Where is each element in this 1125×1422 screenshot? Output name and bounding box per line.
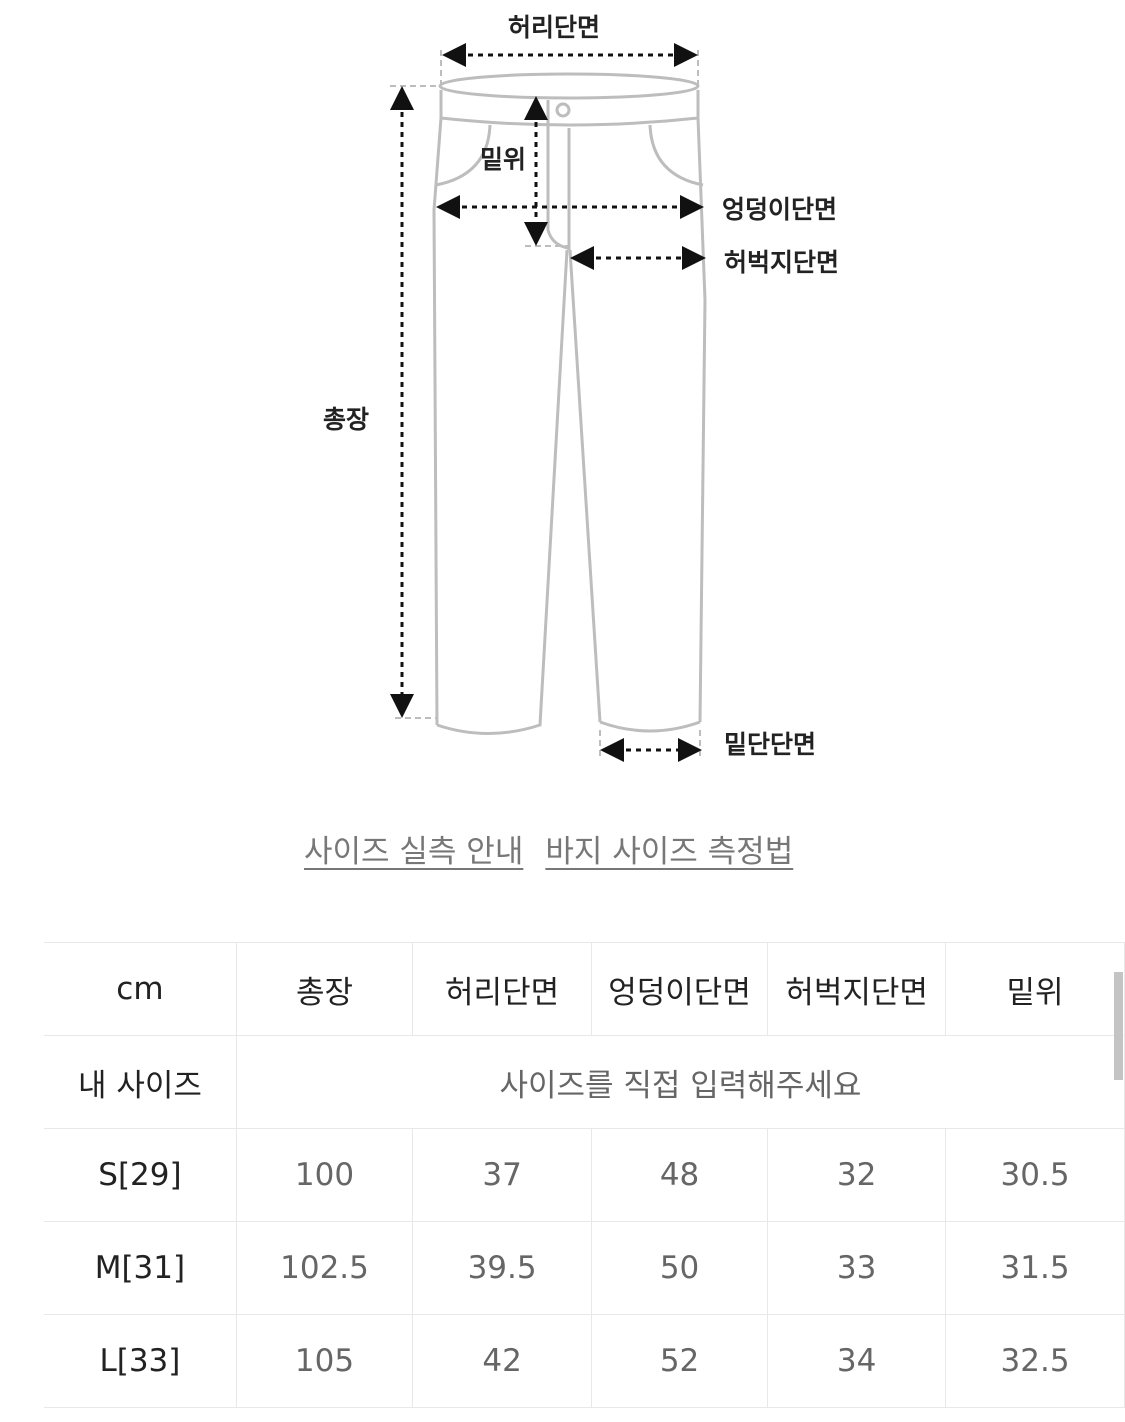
value-cell: 100 xyxy=(235,1128,414,1222)
value-cell: 32 xyxy=(767,1128,947,1222)
hem-label: 밑단단면 xyxy=(724,730,817,759)
header-cell: 허리단면 xyxy=(412,942,593,1036)
value-cell: 37 xyxy=(412,1128,593,1222)
value-cell: 39.5 xyxy=(412,1221,593,1315)
my-size-label: 내 사이즈 xyxy=(44,1035,237,1129)
measure-guide-link[interactable]: 바지 사이즈 측정법 xyxy=(545,834,794,870)
pants-outline xyxy=(432,72,707,735)
value-cell: 34 xyxy=(767,1314,947,1408)
size-cell: M[31] xyxy=(44,1221,237,1315)
header-cell: 엉덩이단면 xyxy=(591,942,769,1036)
table-row: S[29] 100 37 48 32 30.5 xyxy=(44,1128,1125,1222)
size-table: cm 총장 허리단면 엉덩이단면 허벅지단면 밑위 내 사이즈 사이즈를 직접 … xyxy=(44,942,1125,1408)
header-cell: 허벅지단면 xyxy=(767,942,947,1036)
value-cell: 52 xyxy=(591,1314,769,1408)
size-links: 사이즈 실측 안내 바지 사이즈 측정법 xyxy=(304,826,815,871)
value-cell: 50 xyxy=(591,1221,769,1315)
my-size-row: 내 사이즈 사이즈를 직접 입력해주세요 xyxy=(44,1035,1125,1129)
length-label: 총장 xyxy=(323,405,370,434)
header-row: cm 총장 허리단면 엉덩이단면 허벅지단면 밑위 xyxy=(44,942,1125,1036)
waist-label: 허리단면 xyxy=(508,13,601,42)
thigh-label: 허벅지단면 xyxy=(724,248,840,277)
horizontal-scrollbar[interactable] xyxy=(1114,972,1123,1080)
pants-diagram xyxy=(390,43,707,762)
size-cell: S[29] xyxy=(44,1128,237,1222)
value-cell: 105 xyxy=(235,1314,414,1408)
value-cell: 42 xyxy=(412,1314,593,1408)
size-cell: L[33] xyxy=(44,1314,237,1408)
value-cell: 32.5 xyxy=(945,1314,1125,1408)
header-cell: 총장 xyxy=(235,942,414,1036)
header-cell: cm xyxy=(44,942,237,1036)
value-cell: 48 xyxy=(591,1128,769,1222)
hip-label: 엉덩이단면 xyxy=(722,195,838,224)
rise-label: 밑위 xyxy=(480,145,527,174)
value-cell: 33 xyxy=(767,1221,947,1315)
size-guide-link[interactable]: 사이즈 실측 안내 xyxy=(304,834,524,870)
header-cell: 밑위 xyxy=(945,942,1125,1036)
table-row: M[31] 102.5 39.5 50 33 31.5 xyxy=(44,1221,1125,1315)
my-size-input[interactable]: 사이즈를 직접 입력해주세요 xyxy=(235,1035,1125,1129)
value-cell: 102.5 xyxy=(235,1221,414,1315)
table-row: L[33] 105 42 52 34 32.5 xyxy=(44,1314,1125,1408)
value-cell: 30.5 xyxy=(945,1128,1125,1222)
value-cell: 31.5 xyxy=(945,1221,1125,1315)
